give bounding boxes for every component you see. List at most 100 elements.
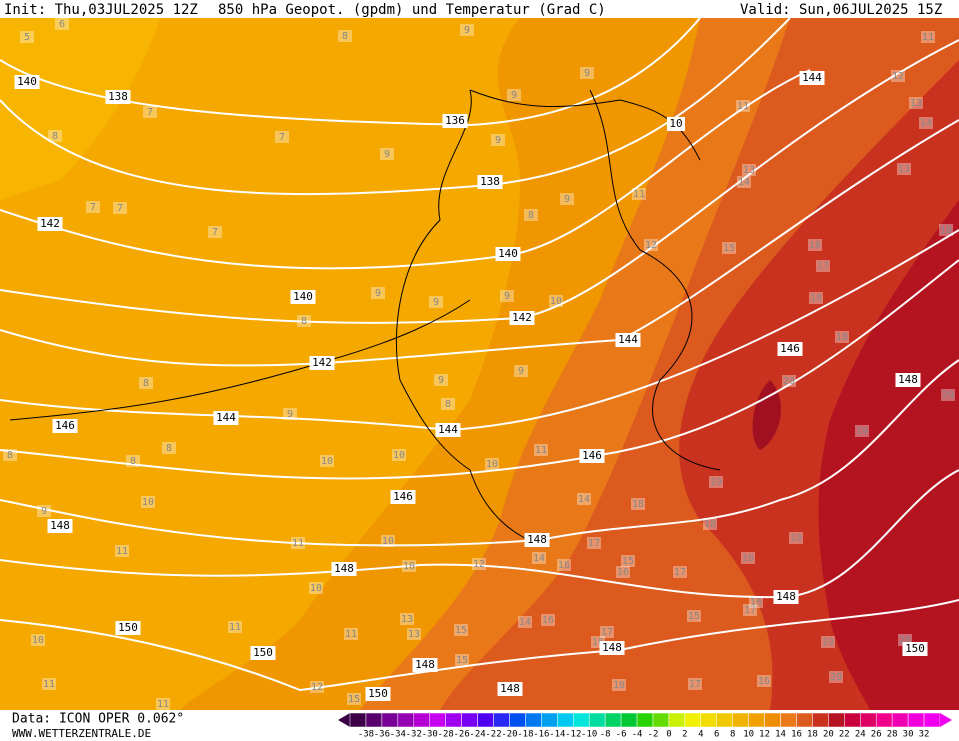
temperature-label-box bbox=[291, 537, 305, 549]
colorbar-box bbox=[572, 712, 590, 728]
temperature-label-box bbox=[897, 163, 911, 175]
height-label-box bbox=[37, 217, 63, 231]
data-source: Data: ICON OPER 0.062° bbox=[12, 712, 184, 727]
temperature-label-box bbox=[549, 295, 563, 307]
temperature-label-box bbox=[297, 315, 311, 327]
temperature-label: 9 bbox=[584, 68, 590, 79]
temperature-label-box bbox=[20, 31, 34, 43]
colorbar-box bbox=[445, 712, 462, 728]
temperature-label: 14 bbox=[920, 118, 932, 129]
height-label-box bbox=[390, 490, 416, 504]
temperature-label-box bbox=[743, 604, 757, 616]
temperature-label-box bbox=[534, 444, 548, 456]
temperature-label: 10 bbox=[142, 497, 154, 508]
height-label: 140 bbox=[17, 75, 37, 88]
colorbar-label: -34 bbox=[390, 730, 406, 740]
colorbar-box bbox=[381, 712, 399, 728]
colorbar-box bbox=[860, 712, 877, 728]
temperature-label-box bbox=[460, 24, 474, 36]
temperature-label: 13 bbox=[743, 165, 755, 176]
colorbar-box bbox=[748, 712, 765, 728]
temperature-label: 14 bbox=[519, 617, 531, 628]
height-label: 148 bbox=[602, 641, 622, 654]
height-label: 142 bbox=[312, 356, 332, 369]
colorbar-label: -6 bbox=[616, 730, 627, 740]
temperature-label: 8 bbox=[52, 131, 58, 142]
height-label-box bbox=[213, 411, 239, 425]
colorbar-box bbox=[588, 712, 606, 728]
colorbar-label: -16 bbox=[533, 730, 549, 740]
height-label-box bbox=[497, 682, 523, 696]
temperature-label: 7 bbox=[117, 203, 123, 214]
temperature-label: 9 bbox=[504, 291, 510, 302]
temperature-label: 10 bbox=[486, 459, 498, 470]
height-label: 148 bbox=[50, 519, 70, 532]
temperature-label-box bbox=[816, 260, 830, 272]
colorbar-box bbox=[429, 712, 446, 728]
temperature-label: 8 bbox=[445, 399, 451, 410]
temperature-label: 11 bbox=[345, 629, 357, 640]
temperature-label-box bbox=[557, 559, 571, 571]
height-label-box bbox=[524, 533, 550, 547]
colorbar-box bbox=[796, 712, 813, 728]
colorbar-box bbox=[620, 712, 638, 728]
height-label: 150 bbox=[905, 642, 925, 655]
colorbar-label: -28 bbox=[438, 730, 454, 740]
colorbar-box bbox=[477, 712, 494, 728]
temperature-label: 11 bbox=[43, 679, 55, 690]
height-label: 140 bbox=[498, 247, 518, 260]
temperature-label: 13 bbox=[408, 629, 420, 640]
temperature-label: 12 bbox=[473, 559, 485, 570]
height-label-box bbox=[47, 519, 73, 533]
colorbar-label: -10 bbox=[581, 730, 597, 740]
temperature-label-box bbox=[434, 374, 448, 386]
temperature-label-box bbox=[491, 134, 505, 146]
height-label: 150 bbox=[118, 621, 138, 634]
temperature-label-box bbox=[808, 239, 822, 251]
height-label: 150 bbox=[368, 687, 388, 700]
colorbar-label: -2 bbox=[648, 730, 659, 740]
colorbar-box bbox=[636, 712, 654, 728]
temperature-label-box bbox=[577, 493, 591, 505]
temperature-label-box bbox=[600, 626, 614, 638]
temperature-label-box bbox=[782, 375, 796, 387]
temperature-label: 20 bbox=[830, 672, 842, 683]
colorbar-box bbox=[397, 712, 415, 728]
height-label-box bbox=[667, 117, 685, 131]
temperature-label-box bbox=[941, 389, 955, 401]
height-label: 148 bbox=[415, 658, 435, 671]
temperature-label: 13 bbox=[898, 164, 910, 175]
borders bbox=[9, 89, 721, 546]
height-label-box bbox=[902, 642, 928, 656]
temperature-label-box bbox=[309, 582, 323, 594]
temperature-label-box bbox=[891, 70, 905, 82]
temperature-label: 9 bbox=[438, 375, 444, 386]
map-area bbox=[0, 18, 959, 710]
temperature-label: 11 bbox=[633, 189, 645, 200]
height-label-box bbox=[290, 290, 316, 304]
colorbar-box bbox=[812, 712, 829, 728]
height-label-box bbox=[365, 687, 391, 701]
colorbar-label: 8 bbox=[730, 730, 735, 740]
height-label: 146 bbox=[582, 449, 602, 462]
temperature-label: 17 bbox=[817, 261, 829, 272]
temperature-label-box bbox=[126, 455, 140, 467]
header-band bbox=[0, 0, 959, 18]
temperature-label: 19 bbox=[710, 477, 722, 488]
temperature-label-box bbox=[612, 679, 626, 691]
temperature-label-box bbox=[616, 566, 630, 578]
height-label: 136 bbox=[445, 114, 465, 127]
temperature-label-box bbox=[514, 365, 528, 377]
colorbar-box bbox=[493, 712, 510, 728]
temperature-label-box bbox=[42, 678, 56, 690]
temperature-label-box bbox=[709, 476, 723, 488]
colorbar-box bbox=[668, 712, 686, 728]
height-label: 150 bbox=[253, 646, 273, 659]
colorbar-label: -26 bbox=[453, 730, 469, 740]
colorbar-label: -24 bbox=[469, 730, 485, 740]
colorbar-label: 0 bbox=[666, 730, 671, 740]
height-label: 138 bbox=[108, 90, 128, 103]
temperature-label-box bbox=[381, 535, 395, 547]
temperature-label: 18 bbox=[810, 293, 822, 304]
temperature-label: 8 bbox=[342, 31, 348, 42]
